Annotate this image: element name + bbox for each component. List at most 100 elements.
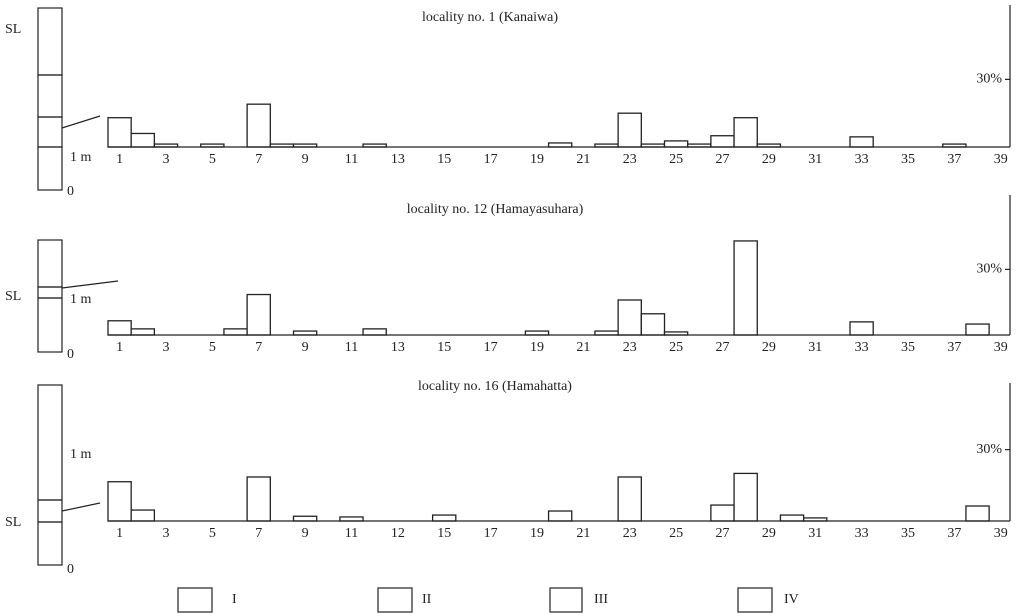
x-tick-label: 39 — [994, 340, 1008, 355]
x-tick-label: 7 — [255, 340, 262, 355]
bar — [247, 477, 270, 521]
column-label: 1 m — [70, 150, 92, 165]
bar — [780, 515, 803, 521]
column-label: 1 m — [70, 292, 92, 307]
legend-swatch — [378, 588, 412, 612]
bar — [108, 482, 131, 521]
x-tick-label: 5 — [209, 152, 216, 167]
column-label: SL — [5, 515, 21, 530]
x-tick-label: 23 — [623, 152, 637, 167]
chart-title: locality no. 12 (Hamayasuhara) — [407, 202, 584, 217]
bar — [734, 241, 757, 335]
figure: I II III IV locality no. 1 (Kanaiwa)SL1 … — [0, 0, 1022, 616]
chart-title: locality no. 16 (Hamahatta) — [418, 379, 572, 394]
bar — [618, 113, 641, 147]
x-tick-label: 23 — [623, 340, 637, 355]
x-tick-label: 19 — [530, 152, 544, 167]
column-3 — [38, 385, 100, 565]
x-tick-label: 27 — [715, 526, 729, 541]
x-tick-label: 3 — [162, 152, 169, 167]
x-tick-label: 11 — [345, 526, 358, 541]
bar — [108, 321, 131, 335]
x-tick-label: 39 — [994, 526, 1008, 541]
x-tick-label: 25 — [669, 526, 683, 541]
legend-swatch — [738, 588, 772, 612]
x-tick-label: 17 — [484, 340, 498, 355]
bar — [294, 516, 317, 521]
x-tick-label: 33 — [855, 340, 869, 355]
bar — [433, 515, 456, 521]
column-label: 0 — [67, 347, 74, 362]
x-tick-label: 25 — [669, 152, 683, 167]
x-tick-label: 33 — [855, 152, 869, 167]
bar — [641, 314, 664, 335]
x-tick-label: 35 — [901, 526, 915, 541]
legend-label: II — [422, 592, 432, 607]
bar — [224, 329, 247, 335]
column-label: 0 — [67, 562, 74, 577]
bar — [665, 141, 688, 147]
legend-swatch — [550, 588, 582, 612]
bar — [549, 143, 572, 147]
bar — [966, 506, 989, 521]
x-tick-label: 5 — [209, 526, 216, 541]
x-tick-label: 3 — [162, 340, 169, 355]
bar — [711, 136, 734, 147]
column-label: SL — [5, 289, 21, 304]
x-tick-label: 37 — [947, 526, 961, 541]
bar — [618, 300, 641, 335]
y-tick-label: 30% — [976, 262, 1002, 277]
bar — [363, 329, 386, 335]
x-tick-label: 5 — [209, 340, 216, 355]
x-tick-label: 7 — [255, 152, 262, 167]
bar — [618, 477, 641, 521]
x-tick-label: 35 — [901, 152, 915, 167]
x-tick-label: 23 — [623, 526, 637, 541]
bar — [340, 517, 363, 521]
bar — [734, 473, 757, 521]
bar — [711, 505, 734, 521]
x-tick-label: 27 — [715, 340, 729, 355]
x-tick-label: 31 — [808, 526, 822, 541]
column-label: 0 — [67, 184, 74, 199]
bar — [131, 133, 154, 147]
bar — [108, 118, 131, 147]
x-tick-label: 1 — [116, 152, 123, 167]
x-tick-label: 25 — [669, 340, 683, 355]
x-tick-label: 7 — [255, 526, 262, 541]
x-tick-label: 19 — [530, 340, 544, 355]
x-tick-label: 37 — [947, 152, 961, 167]
x-tick-label: 12 — [391, 526, 405, 541]
x-tick-label: 21 — [576, 526, 590, 541]
bar — [549, 511, 572, 521]
bar — [850, 137, 873, 147]
y-tick-label: 30% — [976, 442, 1002, 457]
x-tick-label: 9 — [302, 340, 309, 355]
bar — [247, 295, 270, 335]
legend-swatch — [178, 588, 212, 612]
x-tick-label: 9 — [302, 526, 309, 541]
bar — [131, 329, 154, 335]
x-tick-label: 13 — [391, 340, 405, 355]
legend-label: IV — [784, 592, 799, 607]
bar — [966, 324, 989, 335]
x-tick-label: 13 — [391, 152, 405, 167]
x-tick-label: 3 — [162, 526, 169, 541]
x-tick-label: 29 — [762, 526, 776, 541]
x-tick-label: 29 — [762, 340, 776, 355]
legend: I II III IV — [178, 588, 799, 612]
x-tick-label: 15 — [437, 152, 451, 167]
x-tick-label: 11 — [345, 152, 358, 167]
x-tick-label: 15 — [437, 526, 451, 541]
x-tick-label: 29 — [762, 152, 776, 167]
x-tick-label: 27 — [715, 152, 729, 167]
x-tick-label: 15 — [437, 340, 451, 355]
y-tick-label: 30% — [976, 72, 1002, 87]
x-tick-label: 35 — [901, 340, 915, 355]
x-tick-label: 21 — [576, 152, 590, 167]
column-label: 1 m — [70, 447, 92, 462]
bar — [734, 118, 757, 147]
x-tick-label: 31 — [808, 152, 822, 167]
x-tick-label: 33 — [855, 526, 869, 541]
bar — [247, 104, 270, 147]
